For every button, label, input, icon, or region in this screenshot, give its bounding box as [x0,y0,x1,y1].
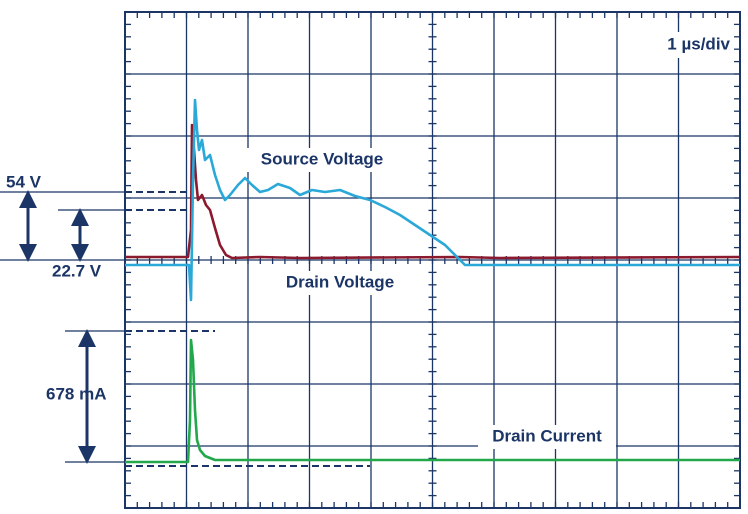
trace-label: Drain Current [492,426,602,445]
drain-current-trace [125,338,740,464]
trace-label: Drain Voltage [286,272,394,291]
label-bg [478,425,616,449]
measurement-label: 22.7 V [52,261,102,280]
timebase: 1 µs/div [667,34,730,53]
label-bg [272,271,408,295]
measurement-label: 678 mA [46,384,106,403]
label-bg [636,32,732,58]
measurement-label: 54 V [6,172,42,191]
trace-label: Source Voltage [261,149,384,168]
grid [125,12,740,508]
drain-voltage-trace [125,123,741,260]
source-voltage-trace [125,98,740,302]
label-bg [244,148,400,172]
